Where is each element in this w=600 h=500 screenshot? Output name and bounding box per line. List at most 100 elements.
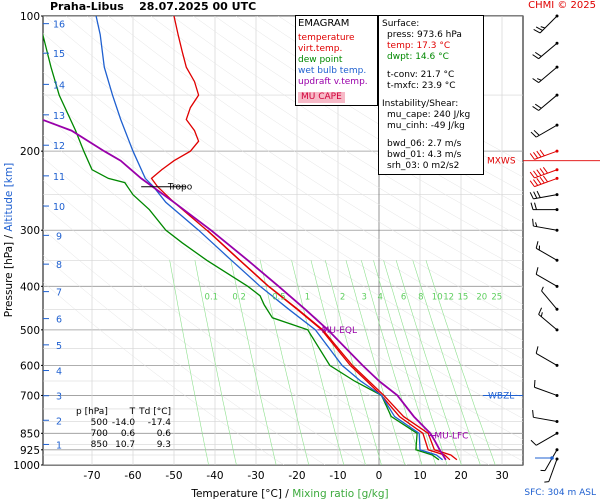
pressure-tick-label: 600 <box>20 360 40 372</box>
pressure-tick-label: 100 <box>20 11 40 23</box>
x-tick-label: -30 <box>247 470 264 482</box>
table-row: 700 0.6 0.6 <box>76 429 175 440</box>
altitude-tick-label: 12 <box>53 141 65 152</box>
wind-barb <box>532 93 559 111</box>
mixing-ratio-line <box>325 260 382 465</box>
x-tick-label: 20 <box>454 470 467 482</box>
altitude-tick-label: 5 <box>56 341 62 352</box>
dry-adiabat <box>129 16 523 271</box>
surface-press: press: 973.6 hPa <box>387 30 462 40</box>
page-title: Praha-Libus 28.07.2025 00 UTC <box>50 0 256 13</box>
mixing-ratio-line <box>259 260 310 465</box>
altitude-tick-label: 16 <box>53 20 65 31</box>
wind-barb <box>529 149 559 160</box>
altitude-tick-label: 9 <box>56 231 62 242</box>
mixing-ratio-label: 8 <box>418 292 423 302</box>
surface-altitude-label: SFC: 304 m ASL <box>524 488 596 498</box>
mixing-ratio-line <box>361 260 423 465</box>
mixing-ratio-label: 0.5 <box>272 292 286 302</box>
surface-info-box: Surface: press: 973.6 hPa temp: 17.3 °C … <box>378 15 484 175</box>
wind-barb <box>530 123 559 138</box>
mixing-ratio-label: 1 <box>305 292 310 302</box>
mu-cape-value: mu_cape: 240 J/kg <box>387 110 471 120</box>
surface-temp: temp: 17.3 °C <box>387 41 451 51</box>
legend-item-dew-point: dew point <box>298 55 343 65</box>
pressure-tick-label: 400 <box>20 281 40 293</box>
credit-label: CHMI © 2025 <box>528 0 596 11</box>
dry-adiabat <box>43 71 523 399</box>
mixing-ratio-line <box>169 260 209 465</box>
mixing-ratio-line <box>412 260 481 465</box>
dry-adiabat <box>43 113 523 440</box>
mu-cinh-value: mu_cinh: -49 J/kg <box>387 121 465 131</box>
mixing-ratio-label: 25 <box>491 292 502 302</box>
plot-layer <box>43 16 523 465</box>
legend-item-virtual-temperature: virt.temp. <box>298 44 343 54</box>
level-table: p [hPa] T Td [°C] 500 -14.0 -17.4 700 0.… <box>76 407 175 451</box>
mu-cape-badge: MU CAPE <box>298 92 345 103</box>
mixing-ratio-label: 10 <box>432 292 443 302</box>
altitude-tick-label: 10 <box>53 202 65 213</box>
table-cell: 9.3 <box>156 440 172 450</box>
mixing-ratio-label: 6 <box>401 292 406 302</box>
level-table-header: p [hPa] <box>76 407 108 417</box>
wind-barb <box>533 379 559 397</box>
wind-barb <box>532 218 559 232</box>
wind-barb <box>533 14 559 34</box>
dry-adiabat <box>43 254 326 465</box>
altitude-tick-label: 6 <box>56 315 62 326</box>
altitude-tick-label: 2 <box>56 416 62 427</box>
dry-adiabat <box>150 16 523 255</box>
dry-adiabat <box>43 32 523 360</box>
pressure-tick-label: 925 <box>20 445 40 457</box>
pressure-tick-label: 1000 <box>13 460 40 472</box>
table-cell: 10.7 <box>115 440 136 450</box>
altitude-tick-label: 11 <box>53 172 65 183</box>
wind-barb <box>530 202 559 212</box>
surface-tmxfc: t-mxfc: 23.9 °C <box>387 81 456 91</box>
mixing-ratio-line <box>345 260 406 465</box>
x-tick-label: -50 <box>165 470 182 482</box>
wind-barb <box>540 448 559 472</box>
dry-adiabat <box>108 16 523 288</box>
altitude-tick-label: 1 <box>56 440 62 451</box>
level-table-header: Td [°C] <box>139 407 172 417</box>
table-cell: 500 <box>90 418 108 428</box>
table-cell: 0.6 <box>120 429 136 439</box>
pressure-tick-label: 300 <box>20 225 40 237</box>
wind-barb <box>538 307 559 332</box>
instability-title: Instability/Shear: <box>382 99 459 109</box>
updraft-curve <box>43 118 447 461</box>
virtual-temperature-curve <box>206 229 458 461</box>
station-name: Praha-Libus <box>50 0 124 13</box>
surface-title: Surface: <box>382 19 420 29</box>
wind-barb <box>544 457 559 483</box>
mu-lfc-label: MU-LFC <box>434 432 468 442</box>
mixing-ratio-label: 15 <box>458 292 469 302</box>
wind-barb <box>535 241 559 262</box>
y-axis-label: Pressure [hPa] / Altitude [km] <box>3 163 15 317</box>
sounding-datetime: 28.07.2025 00 UTC <box>139 0 257 13</box>
x-tick-label: -40 <box>206 470 223 482</box>
table-cell: -14.0 <box>111 418 136 428</box>
legend-title: EMAGRAM <box>298 18 350 29</box>
table-row: 500 -14.0 -17.4 <box>76 418 175 429</box>
dry-adiabat <box>43 180 449 465</box>
dew-point-curve <box>43 32 440 461</box>
altitude-tick-label: 4 <box>56 367 62 378</box>
dry-adiabat <box>44 16 523 341</box>
legend-item-updraft: updraft v.temp. <box>298 77 368 87</box>
dry-adiabat <box>43 134 523 462</box>
table-row: 850 10.7 9.3 <box>76 440 175 451</box>
pressure-tick-label: 200 <box>20 146 40 158</box>
wind-barb <box>541 286 559 311</box>
legend-box: EMAGRAM temperature virt.temp. dew point… <box>295 15 378 106</box>
dry-adiabat <box>214 16 523 208</box>
dry-adiabat <box>43 204 408 465</box>
table-cell: 0.6 <box>156 429 172 439</box>
dry-adiabat <box>193 16 523 223</box>
bwd-01-value: bwd_01: 4.3 m/s <box>387 150 462 160</box>
altitude-tick-label: 3 <box>56 392 62 403</box>
wbzl-label: WBZL <box>488 391 514 401</box>
x-tick-label: -60 <box>124 470 141 482</box>
